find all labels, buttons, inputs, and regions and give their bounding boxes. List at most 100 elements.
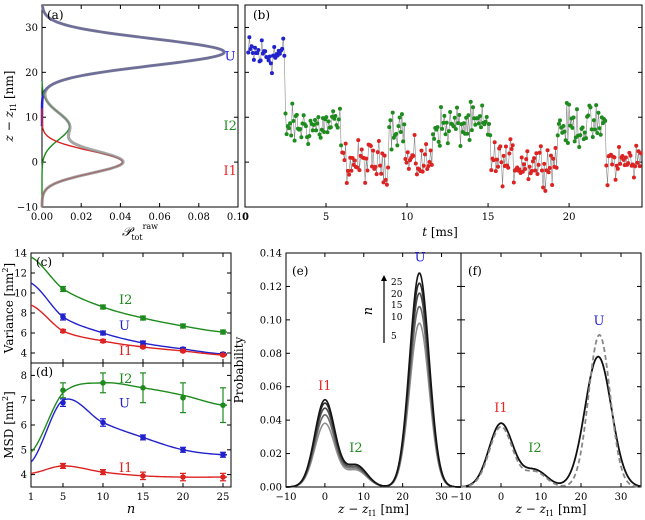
panel-b-point — [532, 156, 537, 161]
panel-b-point — [542, 161, 547, 166]
panel-b-point — [551, 156, 556, 161]
panel-c-point-I1 — [100, 338, 106, 344]
panel-b-point — [315, 121, 320, 126]
panel-b-point — [246, 50, 251, 55]
panel-d-ytick-label: 6 — [21, 421, 27, 432]
panel-b-point — [523, 167, 528, 172]
panel-b-point — [445, 141, 450, 146]
panel-c-point-U — [100, 330, 106, 336]
panel-e-xlabel-part: [nm] — [377, 502, 409, 516]
panel-b-point — [422, 152, 427, 157]
panel-d-point-I2 — [60, 387, 66, 394]
panel-c-ylabel-part: [nm — [2, 272, 16, 300]
panel-b-point — [284, 132, 289, 137]
panel-b-point — [388, 118, 393, 123]
panel-b-point — [314, 128, 319, 133]
panel-e-xtick-label: −10 — [275, 492, 296, 503]
panel-b-point — [443, 132, 448, 137]
panel-e-xlabel: z − zI1 [nm] — [337, 502, 409, 518]
panel-b-point — [318, 135, 323, 140]
panel-b-point — [356, 138, 361, 143]
panel-e-ytick-label: 0.08 — [260, 349, 282, 360]
panel-b-point — [574, 107, 579, 112]
panel-b-point — [480, 103, 485, 108]
panel-f-xlabel-part: I1 — [546, 509, 554, 518]
panel-c-ytick-label: 8 — [21, 309, 27, 320]
panel-b-point — [378, 163, 383, 168]
panel-b-point — [555, 133, 560, 138]
panel-c-series-label-I2: I2 — [119, 293, 132, 308]
panel-b-point — [595, 131, 600, 136]
panel-b-point — [634, 143, 639, 148]
panel-f-curve-dashed — [460, 333, 642, 488]
panel-f-xtick-label: −10 — [450, 492, 471, 503]
panel-b-point — [328, 125, 333, 130]
panel-b-point — [590, 135, 595, 140]
panel-b-point — [283, 111, 288, 116]
panel-e-curve-n5 — [285, 322, 461, 488]
panel-b-point — [444, 120, 449, 125]
panel-b-point — [427, 160, 432, 165]
panel-b-point — [368, 143, 373, 148]
panel-d-xtick-label: 1 — [28, 492, 34, 503]
panel-b-point — [533, 168, 538, 173]
panel-b-point — [308, 118, 313, 123]
panel-b-point — [259, 38, 264, 43]
panel-c-ylabel-part: ] — [2, 263, 16, 268]
panel-b-point — [313, 118, 317, 123]
panel-a-curve-I1 — [41, 108, 124, 208]
panel-b-point — [483, 119, 488, 124]
panel-e-ytick-label: 0.02 — [260, 449, 282, 460]
panel-f-label: (f) — [468, 264, 482, 278]
panel-a-xtick-label: 0.00 — [31, 212, 53, 223]
panel-b-point — [484, 115, 489, 120]
panel-b-point — [554, 165, 559, 170]
panel-f-xtick-label: 30 — [615, 492, 628, 503]
panel-d-ytick-label: 4 — [21, 470, 27, 481]
panel-b-point — [534, 151, 539, 156]
panel-b-point — [496, 164, 501, 169]
panel-a-xtick-label: 0.10 — [227, 212, 249, 223]
panel-e-state-I1: I1 — [318, 379, 331, 394]
panel-b-point — [386, 165, 391, 170]
panel-e-xtick-label: 30 — [435, 492, 448, 503]
panel-b-point — [631, 175, 636, 180]
panel-b-point — [282, 53, 287, 58]
panel-b-point — [429, 162, 434, 167]
panel-b-point — [633, 164, 638, 169]
panel-a-xtick-label: 0.08 — [188, 212, 210, 223]
panel-e-legend-label: 15 — [391, 301, 403, 311]
panel-b-point — [521, 162, 526, 167]
panel-b-xtick-label: 5 — [323, 212, 329, 223]
panel-f-xlabel-part: z − z — [515, 502, 547, 516]
panel-e-state-U: U — [415, 250, 426, 265]
panel-b-point — [535, 172, 540, 176]
panel-f-xtick-label: 0 — [498, 492, 504, 503]
panel-b-point — [404, 160, 409, 165]
panel-b-point — [506, 165, 511, 170]
panel-b-point — [253, 45, 258, 50]
panel-c-ytick-label: 10 — [14, 289, 27, 300]
panel-b-point — [567, 102, 572, 107]
panel-b-point — [421, 163, 426, 168]
panel-b-point — [355, 165, 360, 170]
panel-b-point — [359, 147, 364, 152]
panel-c-series-label-I1: I1 — [119, 344, 132, 359]
panel-a-curve-total — [40, 4, 226, 208]
panel-b-point — [403, 156, 408, 161]
panel-d-ylabel: MSD [nm2] — [1, 391, 16, 459]
panel-b-point — [586, 113, 591, 118]
panel-e-ytick-label: 0.06 — [260, 382, 282, 393]
panel-d-ytick-label: 5 — [21, 445, 27, 456]
panel-b-point — [322, 130, 327, 134]
panel-b-point — [266, 58, 271, 63]
panel-b-xtick-label: 0 — [242, 212, 248, 223]
panel-b-point — [317, 132, 322, 137]
panel-d-xtick-label: 15 — [137, 492, 150, 503]
panel-b-point — [402, 122, 407, 127]
panel-a-xlabel: 𝒫totraw — [122, 222, 158, 242]
panel-b-point — [545, 148, 550, 153]
panel-b-point — [525, 149, 530, 154]
panel-e-xlabel-part: I1 — [368, 509, 376, 518]
panel-d-point-I1 — [60, 463, 66, 469]
